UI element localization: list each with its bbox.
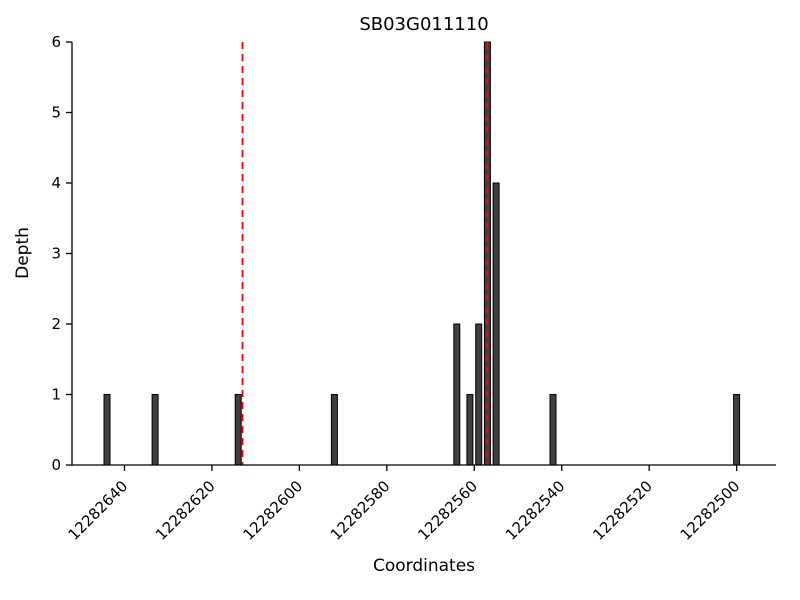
x-tick-label: 12282500 <box>677 477 744 544</box>
depth-bar <box>234 394 242 466</box>
y-tick-label: 0 <box>51 456 61 474</box>
x-tick-label: 12282640 <box>65 477 132 544</box>
y-tick-label: 6 <box>51 33 61 51</box>
y-tick-label: 3 <box>51 245 61 263</box>
depth-bar <box>549 394 557 466</box>
x-tick-label: 12282600 <box>240 477 307 544</box>
x-axis-label: Coordinates <box>372 556 476 576</box>
y-tick-label: 2 <box>51 315 61 333</box>
x-tick-label: 12282620 <box>152 477 219 544</box>
y-axis-label: Depth <box>13 227 33 279</box>
depth-bar <box>492 182 500 466</box>
depth-bar <box>103 394 111 466</box>
x-tick-label: 12282560 <box>414 477 481 544</box>
depth-bar <box>453 323 461 466</box>
chart-title: SB03G011110 <box>359 14 489 35</box>
y-tick-label: 1 <box>51 386 61 404</box>
x-tick-label: 12282540 <box>502 477 569 544</box>
depth-bar <box>733 394 741 466</box>
y-tick-label: 4 <box>51 174 61 192</box>
x-tick-label: 12282580 <box>327 477 394 544</box>
depth-bar <box>151 394 159 466</box>
x-tick-label: 12282520 <box>589 477 656 544</box>
depth-bar <box>466 394 474 466</box>
y-tick-label: 5 <box>51 104 61 122</box>
depth-bar <box>330 394 338 466</box>
depth-bar <box>475 323 483 466</box>
